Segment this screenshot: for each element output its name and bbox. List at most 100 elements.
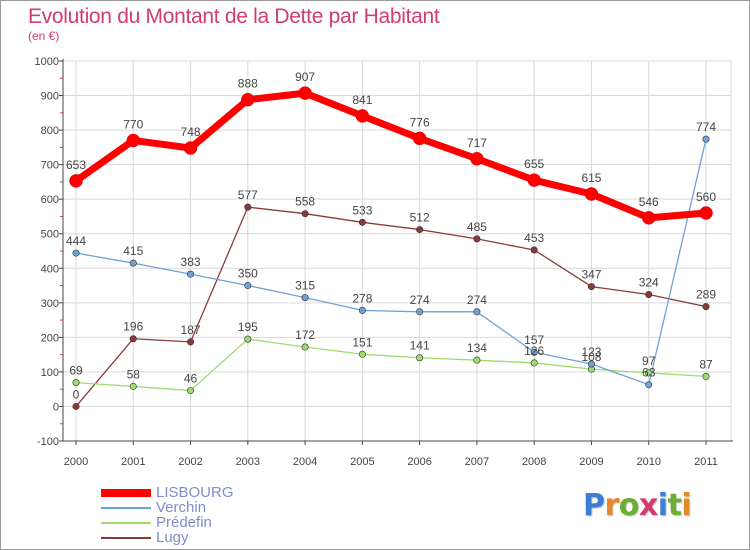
series-line-prédefin: [75, 338, 707, 392]
y-tick-label: 700: [41, 160, 59, 172]
data-label: 453: [524, 231, 544, 245]
data-label: 717: [467, 136, 487, 150]
logo-letter: o: [618, 488, 640, 523]
data-label: 134: [467, 341, 487, 355]
data-point: [702, 135, 710, 143]
data-point: [72, 249, 80, 257]
x-tick-label: 2011: [694, 456, 718, 468]
data-point: [702, 372, 710, 380]
data-label: 324: [639, 276, 659, 290]
data-label: 776: [410, 115, 430, 129]
data-label-layer: 653 770 748 888 907 841 776 717 655 615 546 560 444 4…: [66, 70, 716, 401]
legend-swatch: [101, 522, 151, 524]
legend-item: Prédefin: [101, 515, 301, 530]
x-tick-label: 2008: [522, 456, 546, 468]
y-tick-label: 100: [41, 367, 59, 379]
data-point: [584, 187, 599, 201]
data-point: [416, 226, 424, 234]
data-point: [129, 335, 137, 343]
legend-label: LISBOURG: [156, 484, 234, 501]
data-label: 558: [295, 195, 315, 209]
data-point: [298, 86, 312, 100]
data-label: 97: [642, 354, 656, 368]
data-label: 172: [295, 328, 315, 342]
data-label: 278: [352, 291, 372, 305]
data-point: [702, 303, 710, 311]
logo-letter: t: [667, 488, 682, 523]
data-point: [416, 354, 424, 362]
series-line-verchin: [75, 138, 707, 386]
y-tick-label: 1000: [35, 56, 59, 68]
data-point: [72, 379, 80, 387]
data-point: [699, 206, 713, 220]
data-label: 108: [581, 350, 601, 364]
data-label: 533: [352, 203, 372, 217]
data-label: 415: [123, 244, 143, 258]
y-tick-label: 600: [41, 194, 59, 206]
data-label: 196: [123, 320, 143, 334]
y-tick-label: 0: [53, 401, 59, 413]
data-point: [473, 235, 481, 243]
y-tick-label: -100: [37, 436, 59, 448]
data-label: 653: [66, 158, 86, 172]
data-point: [470, 152, 484, 166]
data-label: 748: [181, 125, 201, 139]
legend: LISBOURG Verchin Prédefin Lugy: [101, 485, 301, 545]
legend-item: LISBOURG: [101, 485, 301, 500]
legend-label: Verchin: [156, 499, 207, 516]
data-label: 289: [696, 288, 716, 302]
data-label: 383: [181, 255, 201, 269]
data-label: 841: [352, 93, 372, 107]
chart-title: Evolution du Montant de la Dette par Hab…: [28, 5, 440, 28]
data-point: [527, 173, 541, 187]
data-point: [187, 338, 195, 346]
data-point: [183, 141, 198, 155]
x-tick-label: 2006: [407, 456, 431, 468]
proxiti-logo: Proxiti: [583, 488, 692, 523]
data-point: [587, 283, 595, 291]
data-point: [129, 382, 137, 390]
data-point: [187, 387, 195, 395]
data-label: 0: [73, 387, 80, 401]
logo-letter: P: [583, 488, 605, 523]
x-tick-label: 2007: [465, 456, 489, 468]
data-point: [358, 218, 366, 226]
legend-swatch: [101, 537, 151, 539]
data-label: 195: [238, 320, 258, 334]
data-point: [530, 348, 538, 356]
legend-label: Lugy: [156, 529, 189, 546]
data-point: [72, 402, 80, 410]
data-point: [244, 282, 252, 290]
data-label: 274: [467, 293, 487, 307]
y-tick-label: 200: [41, 332, 59, 344]
data-label: 888: [238, 77, 258, 91]
data-point: [244, 335, 252, 343]
data-point: [301, 210, 309, 218]
legend-swatch: [101, 489, 151, 497]
data-point: [530, 359, 538, 367]
data-label: 187: [181, 323, 201, 337]
data-point: [641, 211, 656, 225]
data-point: [473, 308, 481, 316]
legend-swatch: [101, 507, 151, 509]
data-label: 512: [410, 211, 430, 225]
logo-letter: x: [638, 488, 658, 523]
x-tick-label: 2002: [178, 456, 202, 468]
series-line-lugy: [75, 206, 707, 408]
data-label: 444: [66, 234, 86, 248]
data-label: 315: [295, 279, 315, 293]
data-label: 69: [69, 364, 83, 378]
data-point: [129, 259, 137, 267]
data-point: [587, 360, 595, 368]
x-tick-label: 2003: [236, 456, 260, 468]
data-point: [358, 306, 366, 314]
data-label: 577: [238, 188, 258, 202]
data-point: [301, 294, 309, 302]
data-label: 126: [524, 344, 544, 358]
legend-item: Lugy: [101, 530, 301, 545]
data-label: 615: [581, 171, 601, 185]
data-label: 770: [123, 117, 143, 131]
data-label: 774: [696, 120, 716, 134]
y-tick-label: 300: [41, 298, 59, 310]
